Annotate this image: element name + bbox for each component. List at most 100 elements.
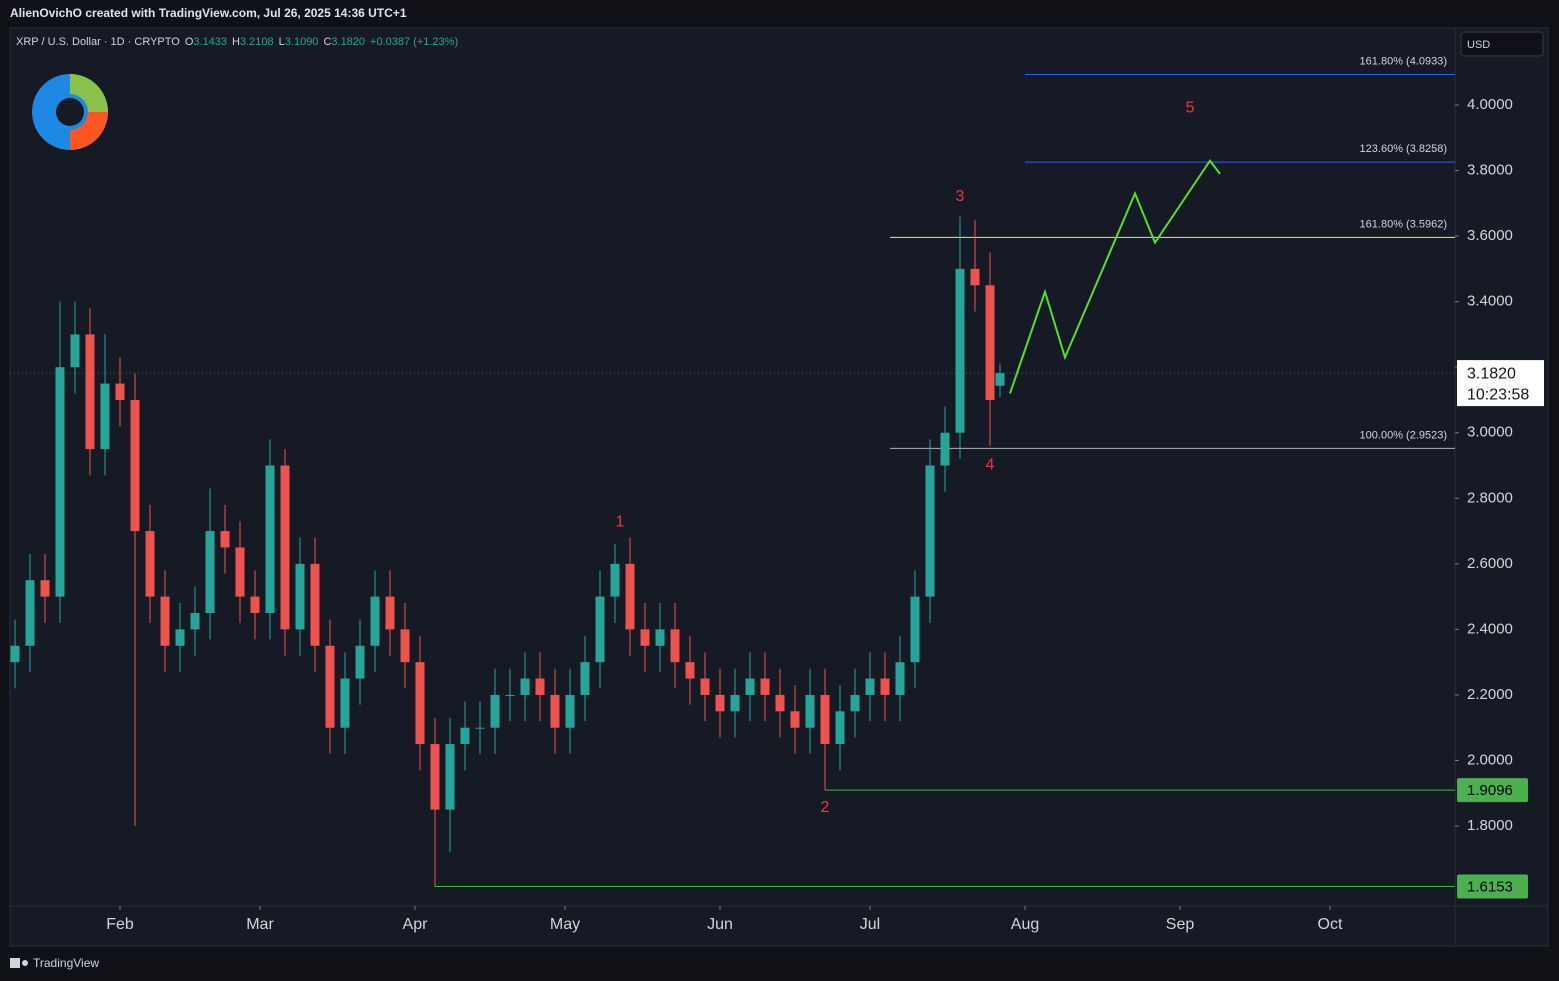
footer-logo <box>10 958 28 968</box>
candle-body <box>760 678 770 695</box>
candle-body <box>550 694 560 728</box>
price-badge <box>1457 874 1528 899</box>
wave-label: 4 <box>986 457 995 474</box>
candle-body <box>430 744 440 810</box>
candle-body <box>850 694 860 712</box>
candle-body <box>595 596 605 663</box>
ohlc-key: O <box>185 36 194 48</box>
x-tick-label: Mar <box>246 916 274 933</box>
candle-body <box>640 629 650 646</box>
wave-label: 1 <box>616 513 625 530</box>
candle-body <box>55 367 65 597</box>
ohlc-key: C <box>323 36 331 48</box>
change: +0.0387 (+1.23%) <box>370 36 458 48</box>
candle-body <box>565 694 575 728</box>
wave-label: 3 <box>956 188 965 205</box>
y-tick-label: 1.8000 <box>1467 817 1513 834</box>
candle-body <box>400 629 410 663</box>
y-tick-label: 2.8000 <box>1467 489 1513 506</box>
x-tick-label: Aug <box>1011 916 1039 933</box>
ohlc-key: H <box>232 36 240 48</box>
price-badge-label: 1.6153 <box>1467 879 1513 896</box>
candle-body <box>145 531 155 597</box>
candle-body <box>610 563 620 597</box>
y-tick-label: 2.4000 <box>1467 620 1513 637</box>
candle-body <box>265 465 275 613</box>
fib-label: 123.60% (3.8258) <box>1360 143 1447 155</box>
fib-label: 161.80% (4.0933) <box>1360 55 1447 67</box>
countdown: 10:23:58 <box>1467 386 1529 403</box>
candle-body <box>775 694 785 712</box>
x-tick-label: Feb <box>106 916 134 933</box>
y-tick-label: 3.6000 <box>1467 227 1513 244</box>
candle-body <box>40 580 50 597</box>
logo <box>32 74 108 150</box>
x-tick-label: Sep <box>1166 916 1195 933</box>
candle-body <box>220 531 230 548</box>
candle-body <box>805 694 815 728</box>
symbol: XRP / U.S. Dollar · 1D · CRYPTO <box>16 36 180 48</box>
x-tick-label: Apr <box>403 916 429 933</box>
candle-body <box>730 694 740 712</box>
candle-body <box>865 678 875 695</box>
x-tick-label: May <box>550 916 580 933</box>
candle-body <box>85 334 95 450</box>
candle-body <box>355 645 365 679</box>
candle-body <box>955 268 965 433</box>
candle-body <box>880 678 890 695</box>
candle-body <box>280 465 290 630</box>
candle-body <box>835 711 845 745</box>
candle-body <box>970 268 980 286</box>
candle-body <box>985 285 995 400</box>
y-tick-label: 2.0000 <box>1467 751 1513 768</box>
symbol-legend: XRP / U.S. Dollar · 1D · CRYPTO O3.1433 H3… <box>16 36 458 48</box>
candle-body <box>580 662 590 695</box>
candle-body <box>190 612 200 630</box>
x-tick-label: Jul <box>860 916 880 933</box>
ohlc-value: 3.2108 <box>240 36 274 48</box>
candle-body <box>235 547 245 597</box>
currency-button[interactable] <box>1460 31 1544 57</box>
candle-body <box>505 694 515 696</box>
candle-body <box>790 711 800 728</box>
ohlc-value: 3.1433 <box>193 36 227 48</box>
candle-body <box>670 629 680 663</box>
candle-body <box>460 727 470 745</box>
y-tick-label: 3.0000 <box>1467 424 1513 441</box>
price-badge-label: 1.9096 <box>1467 782 1513 799</box>
candle-body <box>10 645 20 663</box>
wave-label: 5 <box>1186 100 1195 117</box>
candle-body <box>685 662 695 679</box>
footer: TradingView <box>33 956 99 970</box>
y-tick-label: 2.2000 <box>1467 686 1513 703</box>
candle-body <box>25 580 35 646</box>
ohlc-value: 3.1820 <box>331 36 365 48</box>
candle-body <box>925 465 935 597</box>
last-price-label: 3.1820 <box>1467 365 1516 382</box>
candle-body <box>700 678 710 695</box>
candle-body <box>130 399 140 532</box>
candle-body <box>445 744 455 810</box>
candle-body <box>895 662 905 695</box>
candle-body <box>940 432 950 466</box>
candle-body <box>415 662 425 745</box>
candle-body <box>910 596 920 663</box>
candle-body <box>520 678 530 695</box>
candle-body <box>475 727 485 729</box>
candle-body <box>115 383 125 400</box>
wave-label: 2 <box>821 799 830 816</box>
y-tick-label: 3.8000 <box>1467 162 1513 179</box>
candle-body <box>655 629 665 646</box>
ohlc-key: L <box>279 36 285 48</box>
candle-body <box>535 678 545 695</box>
candle-body <box>490 694 500 728</box>
ohlc-value: 3.1090 <box>285 36 319 48</box>
candle-body <box>205 531 215 613</box>
y-tick-label: 3.4000 <box>1467 293 1513 310</box>
currency: USD <box>1467 39 1490 51</box>
x-tick-label: Oct <box>1318 916 1343 933</box>
candle-body <box>820 694 830 745</box>
candle-body <box>370 596 380 646</box>
candle-body <box>100 383 110 450</box>
